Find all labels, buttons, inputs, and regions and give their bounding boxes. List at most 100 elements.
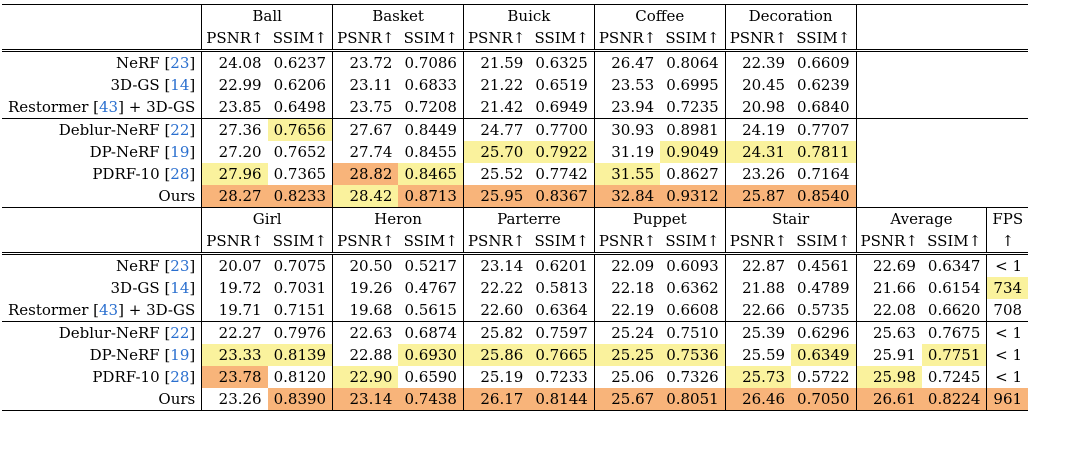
ssim-cell: 0.7086 (398, 49, 464, 74)
psnr-cell: 20.50 (332, 252, 399, 277)
ssim-cell: 0.6237 (267, 49, 334, 74)
ssim-cell: 0.6093 (660, 252, 726, 277)
psnr-cell: 25.91 (872, 346, 916, 364)
citation-bracket: [ (164, 54, 171, 72)
results-table-container: Ball Basket Buick Coffee Decoration PSNR↑ SSIM… (2, 4, 1029, 411)
citation-link[interactable]: 22 (170, 121, 190, 139)
fps-header: FPS (986, 207, 1029, 230)
table-row: Deblur-NeRF [22] 22.27 0.7976 22.63 0.6874 25… (2, 321, 1029, 344)
psnr-cell: 22.90 (332, 366, 399, 388)
ssim-cell: 0.6519 (529, 74, 595, 96)
method-label: Deblur-NeRF (58, 324, 160, 342)
table-row: NeRF [23] 20.07 0.7075 20.50 0.5217 23.14 0.62… (2, 252, 1029, 277)
ssim-cell: 0.6206 (267, 74, 334, 96)
ssim-cell: 0.6296 (791, 321, 857, 344)
ssim-cell: 0.7536 (660, 344, 726, 366)
psnr-cell: 23.33 (201, 344, 268, 366)
citation-link[interactable]: 23 (170, 257, 190, 275)
psnr-cell: 23.72 (332, 49, 399, 74)
empty-cell (856, 118, 1029, 141)
scene-header: Decoration (725, 4, 857, 27)
psnr-cell: 22.69 (856, 252, 922, 277)
method-label: Deblur-NeRF (58, 121, 160, 139)
ssim-cell: 0.7652 (267, 141, 334, 163)
citation-link[interactable]: 14 (170, 76, 190, 94)
citation-bracket: [ (93, 98, 100, 116)
metric-header: PSNR↑ (206, 29, 264, 47)
metric-header: SSIM↑ (921, 230, 988, 254)
citation-bracket: [ (164, 121, 171, 139)
psnr-cell: 20.45 (742, 76, 786, 94)
empty-header-cell (856, 27, 1028, 51)
ssim-cell: 0.7208 (398, 96, 464, 119)
ssim-cell: 0.4789 (791, 277, 857, 299)
psnr-cell: 27.96 (201, 163, 268, 185)
metric-header: SSIM↑ (791, 27, 857, 51)
psnr-cell: 22.09 (594, 252, 661, 277)
method-name: Restormer [43] + 3D-GS (2, 299, 203, 322)
psnr-cell: 19.26 (349, 279, 393, 297)
psnr-cell: 30.93 (594, 118, 661, 141)
psnr-cell: 25.59 (742, 346, 786, 364)
citation-link[interactable]: 28 (170, 368, 190, 386)
metric-header: SSIM↑ (529, 27, 595, 51)
psnr-cell: 25.73 (725, 366, 792, 388)
metric-header: SSIM↑ (660, 230, 726, 254)
header-scene-row: Ball Basket Buick Coffee Decoration (2, 4, 1029, 27)
method-suffix: + 3D-GS (123, 98, 196, 116)
table-row: Restormer [43] + 3D-GS 23.85 0.6498 23.75 0.… (2, 96, 1028, 119)
citation-link[interactable]: 19 (170, 346, 190, 364)
psnr-cell: 19.72 (218, 279, 262, 297)
psnr-cell: 24.77 (463, 118, 530, 141)
metric-header: SSIM↑ (529, 230, 595, 254)
method-name: 3D-GS [14] (2, 74, 203, 96)
citation-link[interactable]: 22 (170, 324, 190, 342)
method-label: Restormer (8, 98, 89, 116)
psnr-cell: 23.11 (349, 76, 393, 94)
citation-bracket: ] (189, 279, 196, 297)
metric-header: PSNR↑ (337, 29, 395, 47)
method-label: Restormer (8, 301, 89, 319)
method-name: PDRF-10 [28] (2, 366, 203, 388)
header-metric-row: PSNR↑ SSIM↑ PSNR↑ SSIM↑ PSNR↑ SSIM↑ PSNR↑ SSIM↑… (2, 27, 1028, 51)
ssim-cell: 0.6347 (921, 252, 988, 277)
ssim-cell: 0.7235 (660, 96, 726, 119)
method-name: Ours (2, 388, 203, 411)
ssim-cell: 0.5735 (791, 299, 857, 322)
fps-cell: < 1 (995, 368, 1023, 386)
metric-header: SSIM↑ (267, 230, 334, 254)
psnr-cell: 25.06 (611, 368, 655, 386)
metric-header: PSNR↑ (206, 232, 264, 250)
ssim-cell: 0.6201 (529, 252, 595, 277)
ssim-cell: 0.7164 (791, 163, 857, 185)
empty-cell (856, 96, 1028, 119)
psnr-cell: 21.42 (480, 98, 524, 116)
psnr-cell: 27.67 (332, 118, 399, 141)
method-name: NeRF [23] (2, 252, 203, 277)
citation-link[interactable]: 28 (170, 165, 190, 183)
method-name: DP-NeRF [19] (2, 344, 203, 366)
fps-cell: < 1 (986, 252, 1029, 277)
ssim-cell: 0.7976 (267, 321, 334, 344)
table-row: 3D-GS [14] 22.99 0.6206 23.11 0.6833 21.22 0.6… (2, 74, 1028, 96)
ssim-cell: 0.6239 (791, 74, 857, 96)
citation-bracket: [ (164, 257, 171, 275)
psnr-cell: 25.39 (725, 321, 792, 344)
psnr-cell: 19.68 (349, 301, 393, 319)
citation-link[interactable]: 14 (170, 279, 190, 297)
method-label: NeRF (115, 257, 160, 275)
citation-link[interactable]: 19 (170, 143, 190, 161)
empty-header-cell (856, 4, 1029, 27)
ssim-cell: 0.6930 (398, 344, 464, 366)
ssim-cell: 0.8449 (398, 118, 464, 141)
psnr-cell: 25.86 (463, 344, 530, 366)
ssim-cell: 0.7438 (398, 388, 464, 411)
psnr-cell: 28.27 (201, 185, 268, 208)
citation-bracket: ] (189, 143, 196, 161)
scene-header: Stair (725, 207, 857, 230)
psnr-cell: 25.67 (594, 388, 661, 411)
citation-link[interactable]: 23 (170, 54, 190, 72)
citation-link[interactable]: 43 (99, 301, 119, 319)
psnr-cell: 25.19 (480, 368, 524, 386)
citation-link[interactable]: 43 (99, 98, 119, 116)
